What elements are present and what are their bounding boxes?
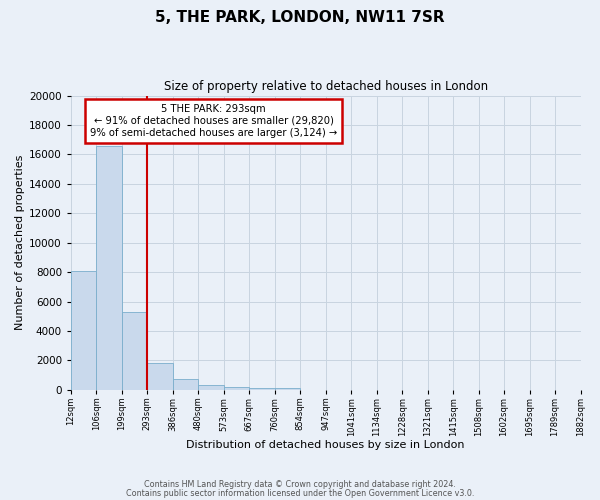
Text: 5 THE PARK: 293sqm
← 91% of detached houses are smaller (29,820)
9% of semi-deta: 5 THE PARK: 293sqm ← 91% of detached hou…: [90, 104, 337, 138]
Bar: [148, 362, 173, 390]
Bar: [199, 386, 224, 390]
Bar: [275, 388, 300, 390]
Bar: [224, 387, 249, 390]
Text: Contains public sector information licensed under the Open Government Licence v3: Contains public sector information licen…: [126, 488, 474, 498]
X-axis label: Distribution of detached houses by size in London: Distribution of detached houses by size …: [187, 440, 465, 450]
Text: Contains HM Land Registry data © Crown copyright and database right 2024.: Contains HM Land Registry data © Crown c…: [144, 480, 456, 489]
Bar: [122, 312, 148, 390]
Y-axis label: Number of detached properties: Number of detached properties: [15, 155, 25, 330]
Text: 5, THE PARK, LONDON, NW11 7SR: 5, THE PARK, LONDON, NW11 7SR: [155, 10, 445, 25]
Bar: [97, 146, 122, 390]
Bar: [71, 270, 97, 390]
Title: Size of property relative to detached houses in London: Size of property relative to detached ho…: [164, 80, 488, 93]
Bar: [173, 378, 199, 390]
Bar: [249, 388, 275, 390]
